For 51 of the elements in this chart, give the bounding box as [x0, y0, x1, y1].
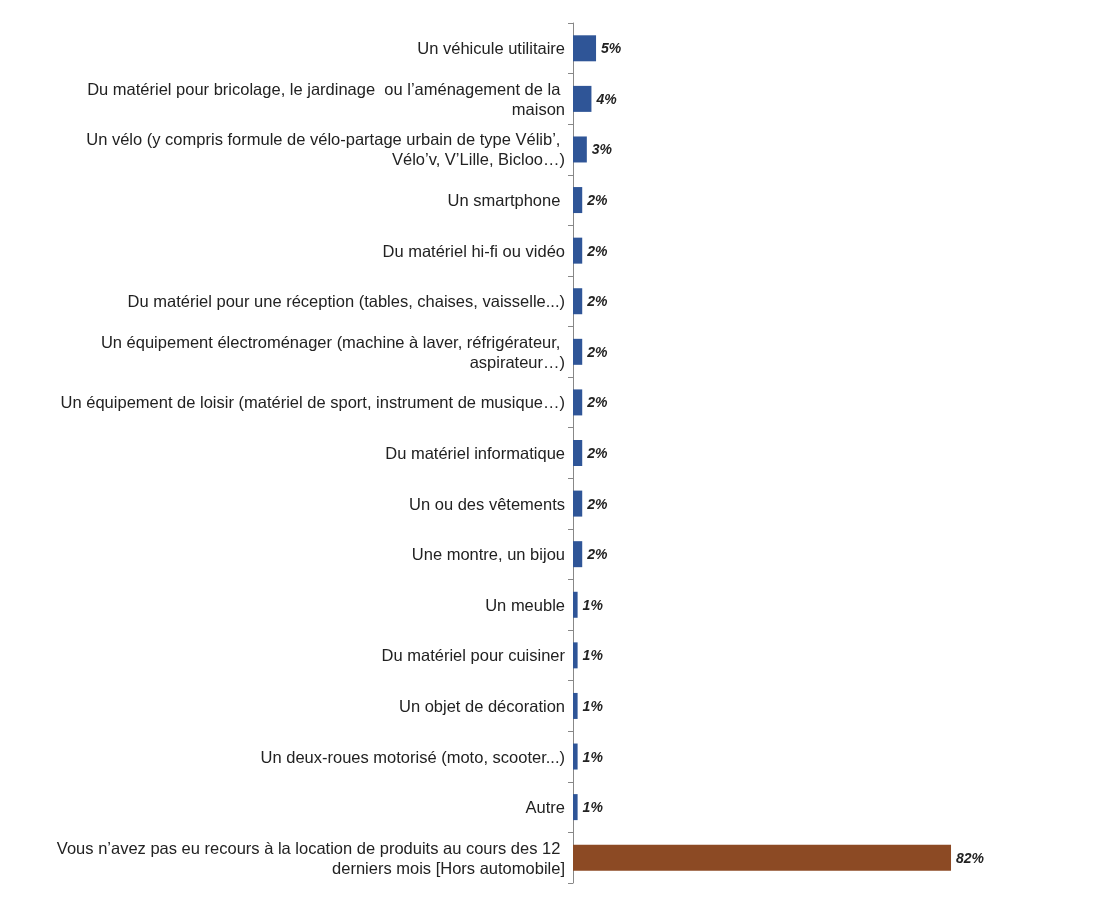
- bar: [573, 187, 583, 214]
- bar: [573, 642, 578, 669]
- y-tick-label: Un équipement de loisir (matériel de sport, instrument de musique…): [60, 393, 565, 412]
- bar: [573, 844, 952, 871]
- data-label: 1%: [582, 596, 604, 613]
- y-tick-label: Un vélo (y compris formule de vélo-partage urbain de type Vélib’, Vélo’v, V’Lille, Bicloo…): [86, 130, 565, 169]
- y-tick-label: Autre: [525, 798, 565, 817]
- y-tick-label: Du matériel hi-fi ou vidéo: [382, 241, 565, 260]
- bar: [573, 237, 583, 264]
- bar: [573, 85, 592, 112]
- y-tick-label: Un meuble: [485, 595, 565, 614]
- data-label: 82%: [956, 849, 985, 866]
- bar: [573, 743, 578, 770]
- data-label: 2%: [586, 192, 609, 209]
- bar: [573, 338, 583, 365]
- y-tick-label: Un deux-roues motorisé (moto, scooter...): [260, 747, 565, 766]
- data-label: 1%: [582, 647, 604, 664]
- bar: [573, 389, 583, 416]
- y-tick-label: Vous n’avez pas eu recours à la location de produits au cours des 12 derniers mois [Hors automobile]: [56, 838, 565, 877]
- y-tick-label: Un ou des vêtements: [409, 494, 565, 513]
- bar: [573, 541, 583, 568]
- y-tick-label: Un véhicule utilitaire: [417, 39, 565, 58]
- bar: [573, 440, 583, 466]
- data-label: 3%: [591, 141, 613, 158]
- data-label: 1%: [582, 697, 604, 714]
- data-label: 2%: [586, 242, 609, 259]
- data-label: 5%: [601, 40, 622, 57]
- bar: [573, 794, 578, 821]
- bar: [573, 490, 583, 517]
- y-tick-label: Du matériel pour cuisiner: [381, 646, 566, 665]
- y-tick-label: Une montre, un bijou: [411, 545, 565, 564]
- bar: [573, 692, 578, 719]
- data-label: 2%: [586, 293, 609, 310]
- bar: [573, 35, 597, 62]
- data-label: 4%: [595, 90, 618, 107]
- data-label: 2%: [586, 495, 609, 512]
- y-tick-label: Du matériel informatique: [385, 444, 565, 462]
- data-label: 2%: [586, 546, 609, 563]
- data-label: 1%: [582, 799, 604, 816]
- y-tick-label: Un smartphone: [447, 191, 565, 210]
- data-label: 1%: [582, 748, 604, 765]
- y-tick-label: Un objet de décoration: [398, 696, 565, 715]
- bar: [573, 591, 578, 618]
- data-label: 2%: [586, 445, 609, 461]
- data-label: 2%: [586, 394, 609, 411]
- y-tick-label: Du matériel pour bricolage, le jardinage ou l’aménagement de la maison: [87, 79, 565, 118]
- bar: [573, 136, 587, 163]
- y-tick-label: Un équipement électroménager (machine à laver, réfrigérateur, aspirateur…): [100, 332, 565, 371]
- y-tick-label: Du matériel pour une réception (tables, chaises, vaisselle...): [127, 292, 565, 311]
- data-label: 2%: [586, 343, 609, 360]
- bar: [573, 288, 583, 315]
